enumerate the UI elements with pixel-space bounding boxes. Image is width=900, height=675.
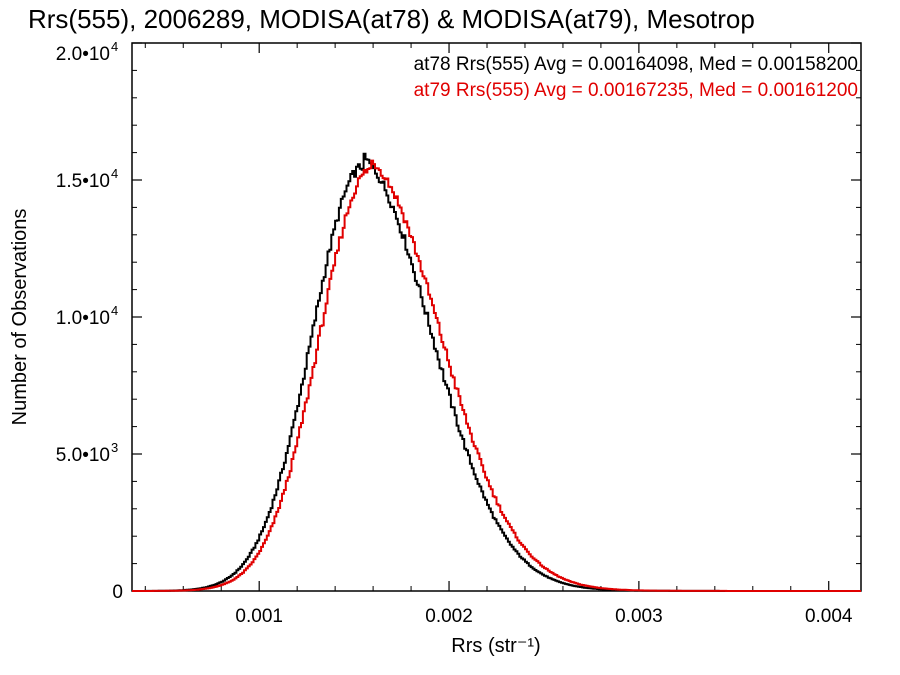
x-axis-ticks: 0.001 0.002 0.003 0.004 bbox=[144, 43, 853, 627]
y-tick-label: 2.0•10 bbox=[56, 44, 110, 65]
x-tick-label: 0.002 bbox=[425, 606, 473, 627]
x-tick-label: 0.004 bbox=[805, 606, 853, 627]
y-tick-exponent: 4 bbox=[111, 39, 118, 54]
y-tick-exponent: 4 bbox=[111, 166, 118, 181]
y-tick-exponent: 4 bbox=[111, 303, 118, 318]
chart-title: Rrs(555), 2006289, MODISA(at78) & MODISA… bbox=[28, 4, 755, 34]
series-at79 bbox=[132, 159, 861, 592]
y-tick-label: 1.5•10 bbox=[56, 171, 110, 192]
y-tick-label: 0 bbox=[112, 582, 123, 603]
y-tick-exponent: 3 bbox=[111, 440, 118, 455]
x-axis-label: Rrs (str⁻¹) bbox=[451, 635, 540, 657]
y-tick-label: 5.0•10 bbox=[56, 445, 110, 466]
legend-entry-at78: at78 Rrs(555) Avg = 0.00164098, Med = 0.… bbox=[414, 54, 858, 75]
y-axis-label: Number of Observations bbox=[9, 209, 31, 426]
x-tick-label: 0.001 bbox=[235, 606, 283, 627]
series-at78 bbox=[132, 152, 861, 592]
y-tick-label: 1.0•10 bbox=[56, 308, 110, 329]
series-layer bbox=[132, 152, 861, 592]
legend-entry-at79: at79 Rrs(555) Avg = 0.00167235, Med = 0.… bbox=[414, 80, 858, 101]
x-tick-label: 0.003 bbox=[615, 606, 663, 627]
plot-frame bbox=[131, 42, 862, 592]
y-axis-ticks: 05.0•10 31.0•10 41.5•10 42.0•10 4 bbox=[56, 39, 861, 603]
